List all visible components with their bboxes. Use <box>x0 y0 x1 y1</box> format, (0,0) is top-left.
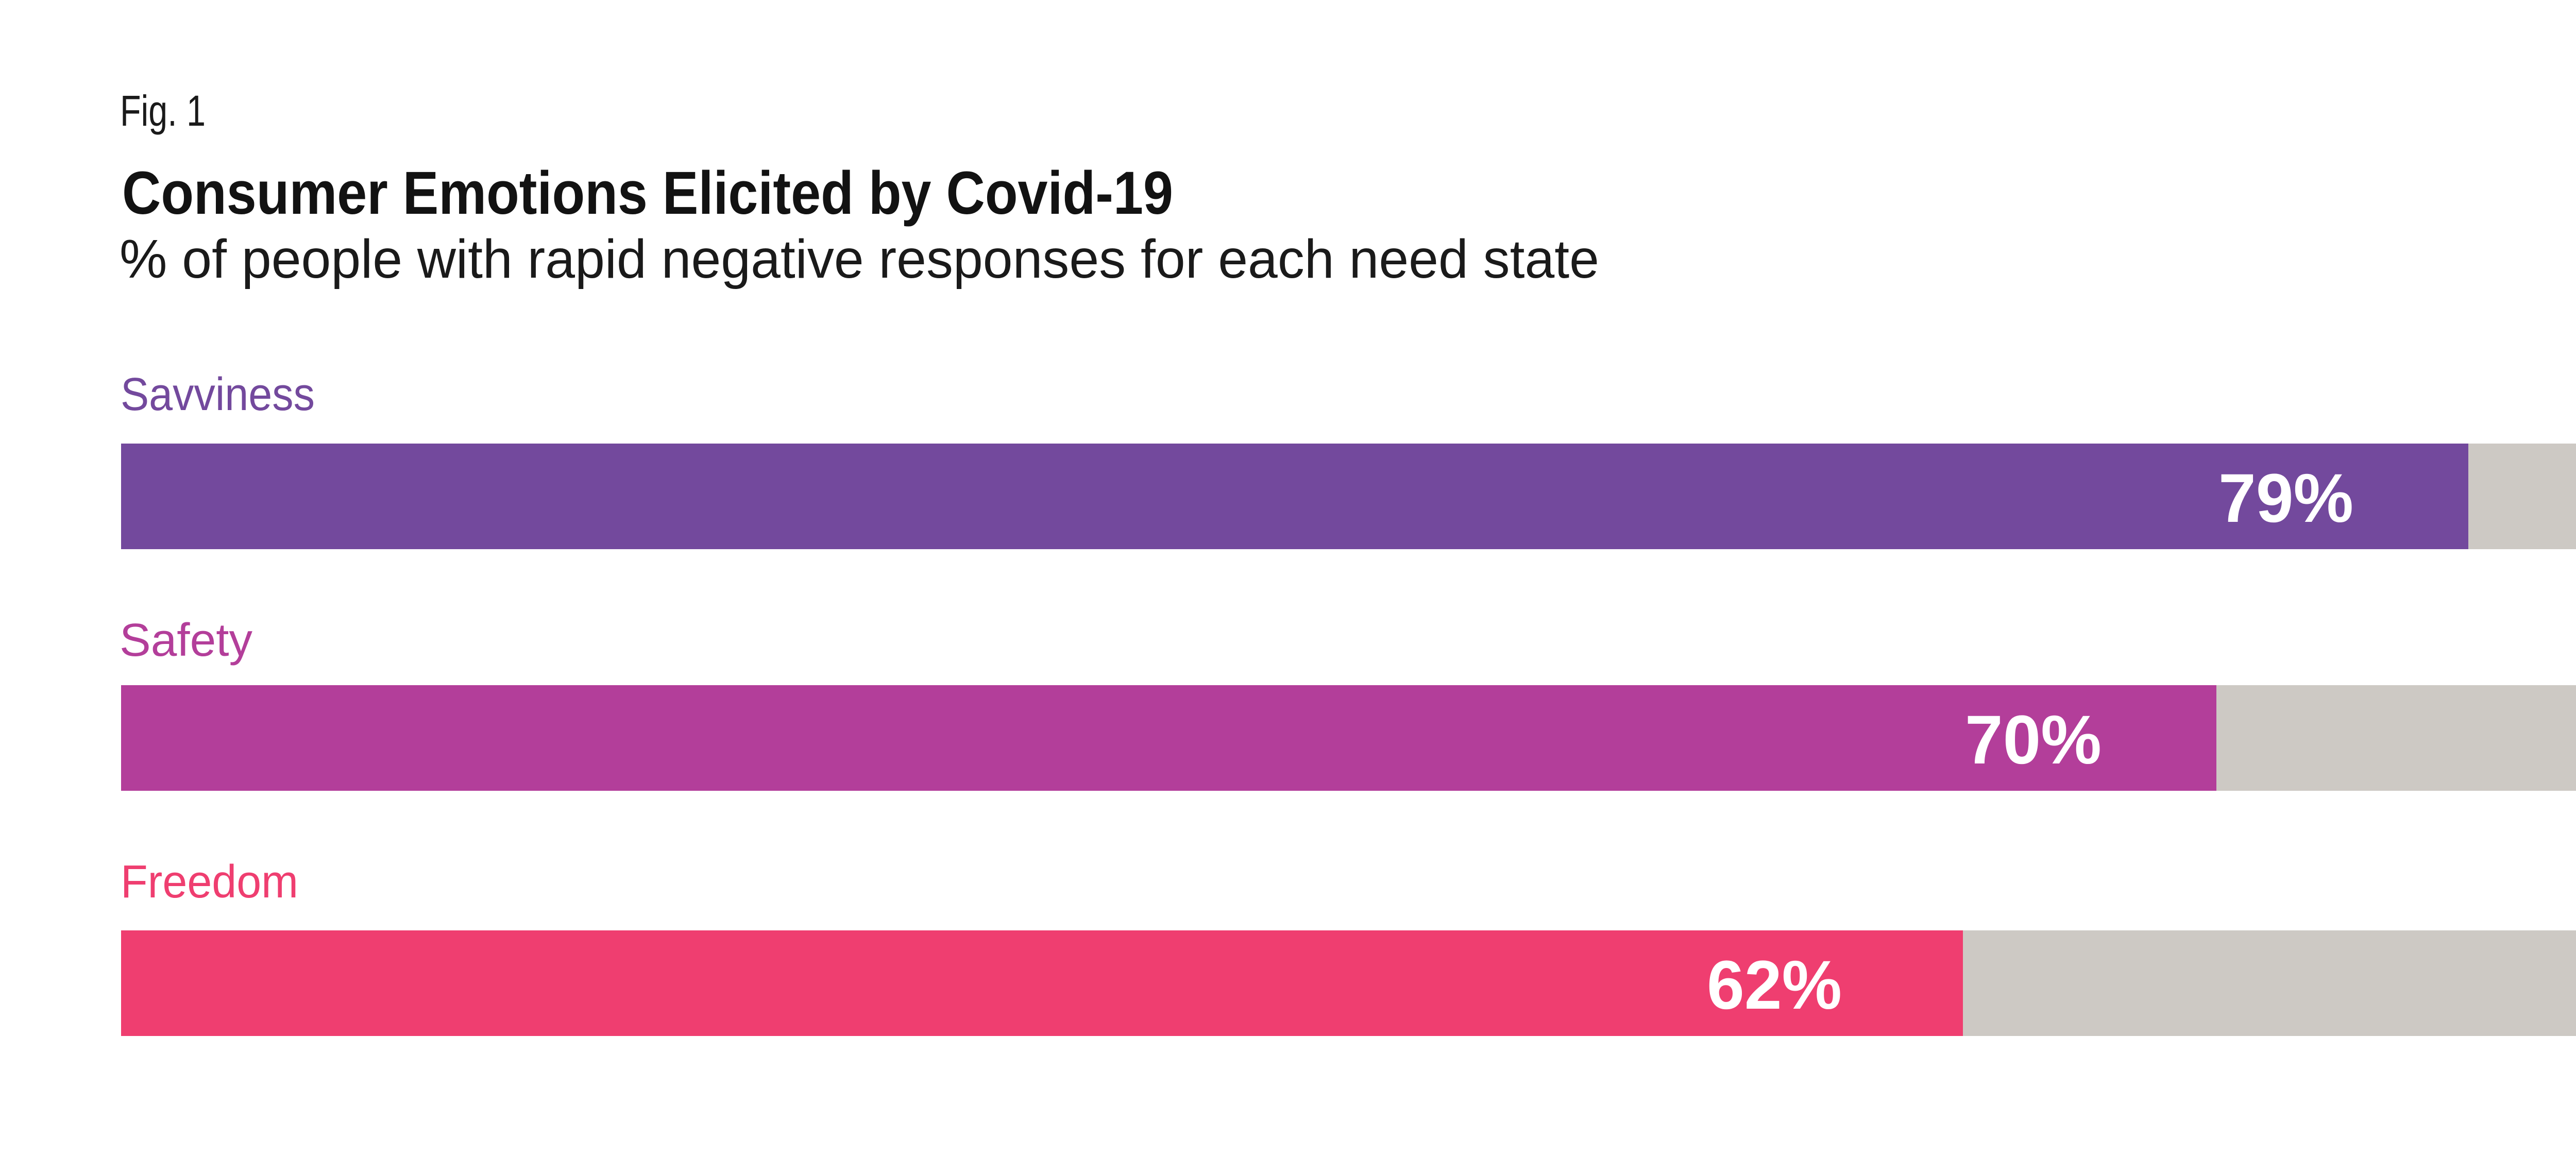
svg-text:Consumer Emotions Elicited by: Consumer Emotions Elicited by Covid-19 <box>122 159 1173 227</box>
svg-text:% of people with rapid negativ: % of people with rapid negative response… <box>120 229 1599 290</box>
svg-text:Freedom: Freedom <box>121 856 298 908</box>
svg-text:79%: 79% <box>2218 460 2353 537</box>
svg-text:62%: 62% <box>1707 947 1842 1024</box>
svg-text:Savviness: Savviness <box>121 369 315 420</box>
svg-text:70%: 70% <box>1965 702 2102 778</box>
svg-text:Safety: Safety <box>120 615 252 666</box>
svg-text:Fig. 1: Fig. 1 <box>120 87 206 135</box>
